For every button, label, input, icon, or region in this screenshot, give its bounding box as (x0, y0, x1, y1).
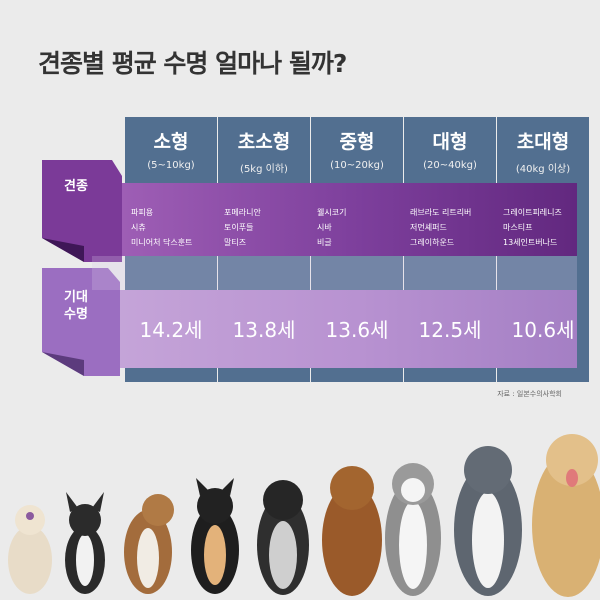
spaniel-image (257, 480, 309, 595)
breed-name: 마스티프 (503, 223, 533, 232)
breed-name: 토이푸들 (224, 223, 254, 232)
lifespan-ribbon-fold (42, 352, 84, 376)
golden-retriever-image (532, 434, 600, 597)
category-header: 중형 (10~20kg) (311, 117, 403, 187)
boston-terrier-image (65, 492, 105, 594)
breed-name: 시츄 (131, 223, 146, 232)
breed-name: 그레이하운드 (410, 238, 455, 247)
breed-name: 비글 (317, 238, 332, 247)
category-name: 대형 (432, 131, 468, 153)
category-weight-range: (10~20kg) (330, 160, 384, 171)
lifespan-value: 13.6세 (325, 318, 389, 342)
breed-name: 파피용 (131, 208, 154, 217)
lifespan-value: 13.8세 (232, 318, 296, 342)
category-header: 소형 (5~10kg) (125, 117, 217, 187)
source-note: 자료 : 일본수의사학회 (497, 390, 562, 398)
breed-name: 래브라도 리트리버 (410, 208, 472, 217)
pit-bull-image (454, 446, 522, 596)
category-header: 대형 (20~40kg) (404, 117, 496, 187)
breed-name: 웰시코기 (317, 208, 347, 217)
category-weight-range: (5kg 이하) (240, 164, 288, 175)
lifespan-value: 14.2세 (139, 318, 203, 342)
breed-band (92, 183, 577, 256)
shiba-image (191, 478, 239, 594)
category-weight-range: (20~40kg) (423, 160, 477, 171)
breed-name: 13세인트버나드 (503, 238, 558, 247)
breed-name: 말티즈 (224, 238, 247, 247)
breed-row-label: 견종 (64, 179, 88, 194)
breed-name: 그레이트피레니즈 (503, 208, 562, 217)
shih-tzu-image (8, 505, 52, 594)
category-weight-range: (5~10kg) (147, 160, 195, 171)
lifespan-band (92, 290, 577, 368)
beagle-image (124, 494, 174, 594)
lifespan-row-label-text: 기대 수명 (64, 290, 88, 322)
breed-name: 저먼셰퍼드 (410, 223, 447, 232)
category-name: 초대형 (516, 131, 570, 153)
category-name: 소형 (153, 131, 189, 153)
breed-label-ribbon (42, 160, 122, 262)
breed-ribbon-fold (42, 238, 84, 262)
band-connector (92, 256, 577, 290)
husky-image (385, 463, 441, 596)
lifespan-row-label: 기대 수명 (50, 289, 102, 323)
lifespan-value: 10.6세 (511, 318, 575, 342)
chart-title: 견종별 평균 수명 얼마나 될까? (38, 49, 347, 78)
breed-name: 포메라니안 (224, 208, 261, 217)
category-name: 초소형 (237, 131, 291, 153)
dogs-illustration (8, 434, 600, 597)
category-weight-range: (40kg 이상) (515, 164, 571, 175)
category-name: 중형 (339, 131, 375, 153)
category-header: 초소형 (5kg 이하) (218, 117, 310, 187)
lifespan-value: 12.5세 (418, 318, 482, 342)
mixed-breed-image (322, 466, 382, 596)
breed-name: 미니어처 닥스훈트 (131, 238, 193, 247)
lifespan-label-ribbon (42, 268, 120, 376)
category-header: 초대형 (40kg 이상) (497, 117, 589, 187)
breed-name: 시바 (317, 223, 332, 232)
